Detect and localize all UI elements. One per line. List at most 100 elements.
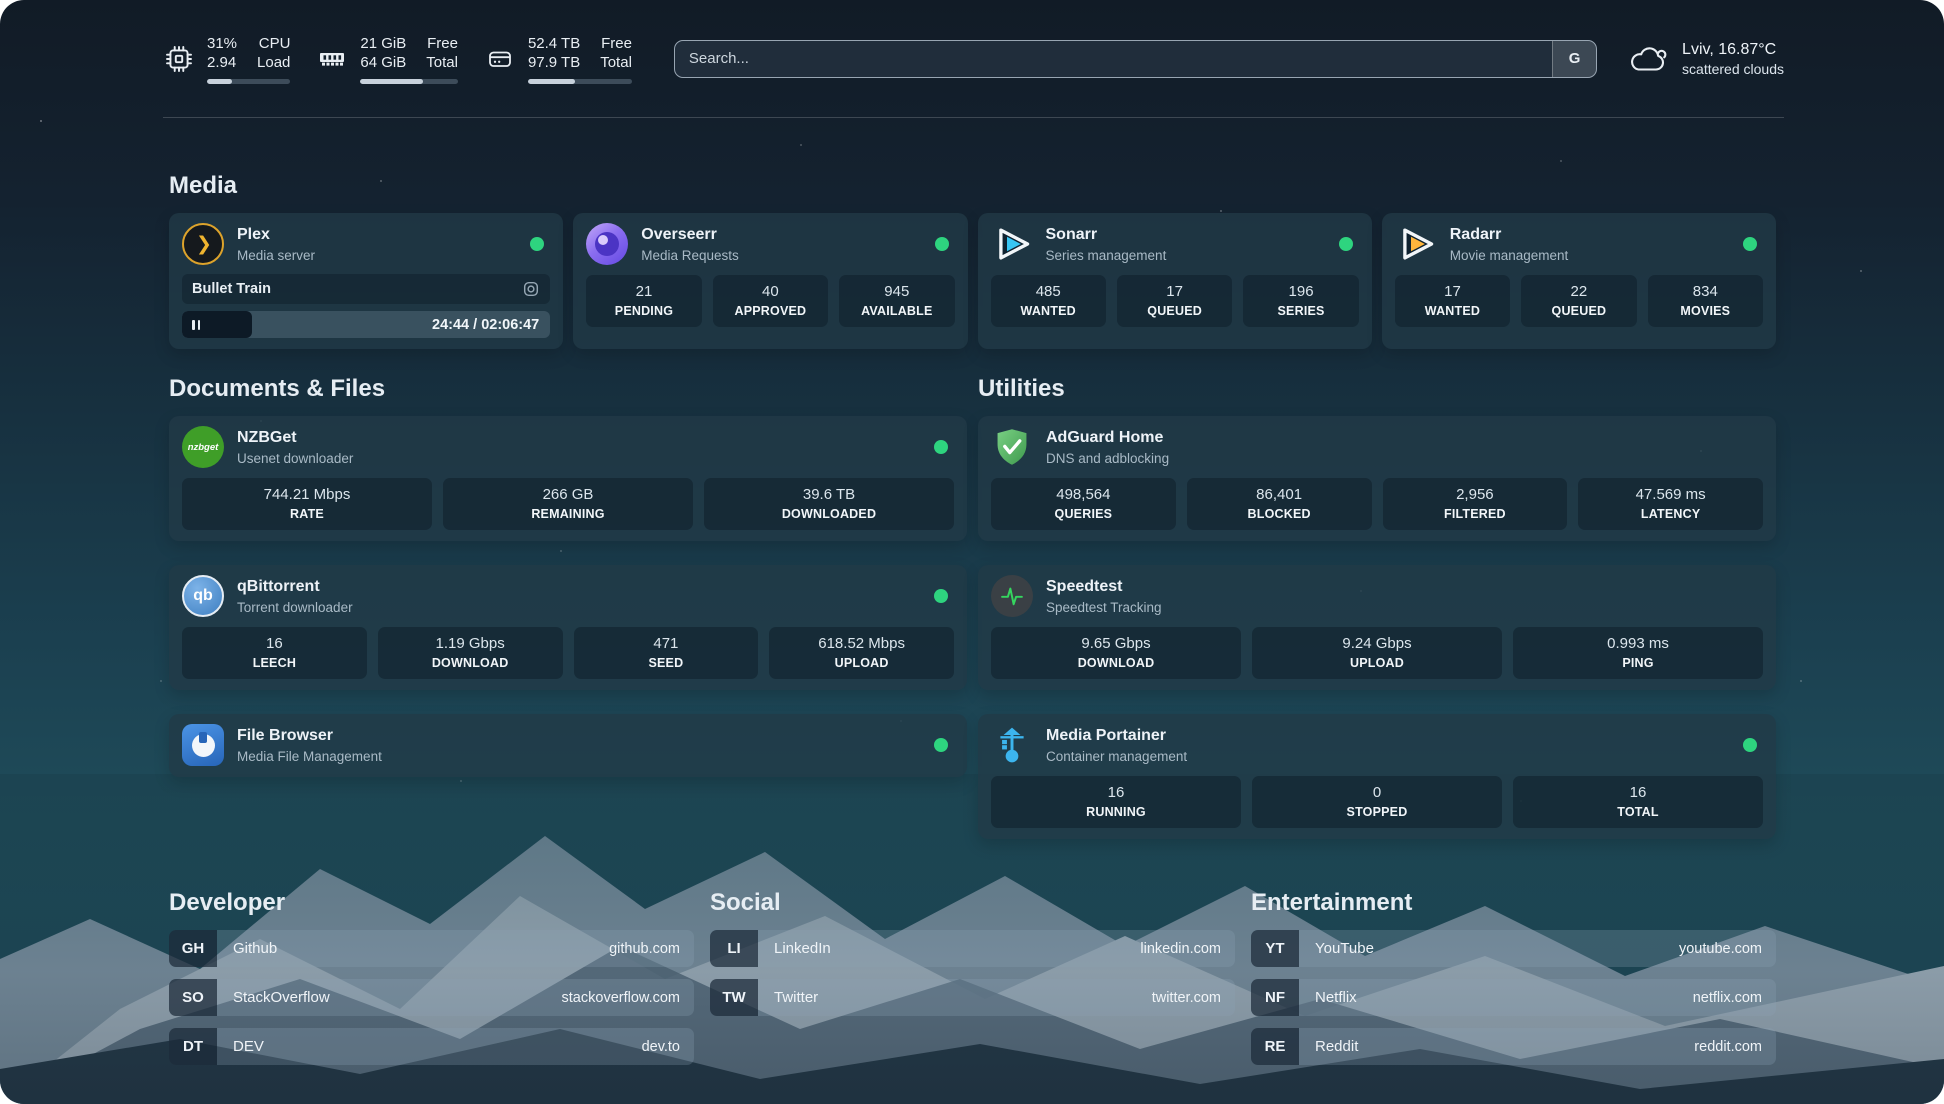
app-description: Media Requests <box>641 247 739 263</box>
now-playing-row: Bullet Train <box>182 274 551 304</box>
ram-icon <box>316 44 348 74</box>
link-abbr: YT <box>1251 930 1299 967</box>
now-playing-title: Bullet Train <box>192 281 271 297</box>
top-bar: 31% 2.94 CPU Load <box>163 0 1784 118</box>
status-online-dot <box>934 589 948 603</box>
speedtest-card[interactable]: Speedtest Speedtest Tracking 9.65 Gbps D… <box>978 565 1776 690</box>
stat-approved: 40 APPROVED <box>712 275 829 327</box>
app-description: Speedtest Tracking <box>1046 599 1162 615</box>
qbittorrent-icon: qb <box>182 575 224 617</box>
cloud-icon <box>1631 46 1667 71</box>
qbittorrent-card[interactable]: qb qBittorrent Torrent downloader 16 <box>169 565 967 690</box>
memory-free-value: 21 GiB <box>360 34 407 52</box>
section-title-utilities: Utilities <box>978 375 1065 402</box>
link-url: twitter.com <box>1151 989 1221 1006</box>
stat-wanted: 485 WANTED <box>990 275 1106 327</box>
stat-latency: 47.569 ms LATENCY <box>1578 478 1763 530</box>
link-twitter[interactable]: TW Twitter twitter.com <box>710 979 1235 1016</box>
search-bar: G <box>673 39 1598 78</box>
overseerr-card[interactable]: Overseerr Media Requests 21 PENDING 40 A… <box>573 213 968 349</box>
stat-stopped: 0 STOPPED <box>1252 776 1502 828</box>
weather-widget: Lviv, 16.87°C scattered clouds <box>1627 40 1784 78</box>
stat-leech: 16 LEECH <box>182 627 367 679</box>
section-title-entertainment: Entertainment <box>1251 889 1413 916</box>
link-url: youtube.com <box>1678 940 1762 957</box>
snow-specks <box>40 120 42 122</box>
app-name: NZBGet <box>237 428 297 446</box>
link-abbr: LI <box>710 930 758 967</box>
link-dev[interactable]: DT DEV dev.to <box>169 1028 694 1065</box>
disk-widget: 52.4 TB 97.9 TB Free Total <box>484 34 632 84</box>
section-title-documents: Documents & Files <box>169 375 386 402</box>
cpu-load-label: Load <box>257 53 291 71</box>
disk-free-value: 52.4 TB <box>527 34 581 52</box>
sonarr-icon <box>991 223 1033 265</box>
section-title-developer: Developer <box>169 889 286 916</box>
cpu-load-value: 2.94 <box>207 53 237 71</box>
app-description: Media File Management <box>237 748 382 764</box>
status-online-dot <box>934 738 948 752</box>
search-engine-button[interactable]: G <box>1552 40 1597 77</box>
weather-condition: scattered clouds <box>1682 60 1784 77</box>
cpu-chip-icon <box>163 44 195 74</box>
status-online-dot <box>934 237 949 251</box>
stat-seed: 471 SEED <box>573 627 759 679</box>
stat-running: 16 RUNNING <box>991 776 1241 828</box>
link-github[interactable]: GH Github github.com <box>169 930 694 967</box>
plex-card[interactable]: ❯ Plex Media server Bullet Train <box>169 213 564 349</box>
app-name: qBittorrent <box>237 577 320 595</box>
weather-location-temp: Lviv, 16.87°C <box>1682 40 1777 58</box>
link-name: Netflix <box>1315 989 1357 1006</box>
app-name: Sonarr <box>1045 225 1098 243</box>
link-reddit[interactable]: RE Reddit reddit.com <box>1251 1028 1776 1065</box>
cpu-usage-value: 31% <box>207 34 238 52</box>
plex-icon: ❯ <box>182 223 224 265</box>
filebrowser-icon <box>182 724 224 766</box>
search-input[interactable] <box>674 40 1553 77</box>
link-netflix[interactable]: NF Netflix netflix.com <box>1251 979 1776 1016</box>
radarr-card[interactable]: Radarr Movie management 17 WANTED 22 QUE… <box>1381 213 1776 349</box>
sonarr-card[interactable]: Sonarr Series management 485 WANTED 17 Q… <box>977 213 1372 349</box>
app-name: Overseerr <box>641 225 717 243</box>
playback-progress-bar[interactable]: 24:44 / 02:06:47 <box>182 311 551 338</box>
stat-rate: 744.21 Mbps RATE <box>182 478 432 530</box>
link-abbr: NF <box>1251 979 1299 1016</box>
link-name: StackOverflow <box>233 989 330 1006</box>
app-description: Movie management <box>1449 247 1569 263</box>
app-description: Usenet downloader <box>237 450 354 466</box>
radarr-icon <box>1395 223 1437 265</box>
cpu-usage-label: CPU <box>258 34 291 52</box>
stat-available: 945 AVAILABLE <box>839 275 955 327</box>
app-name: File Browser <box>237 726 334 744</box>
disk-progress-bar <box>527 78 632 84</box>
link-linkedin[interactable]: LI LinkedIn linkedin.com <box>710 930 1235 967</box>
link-url: reddit.com <box>1694 1038 1762 1055</box>
media-thumbnail-icon <box>524 281 539 297</box>
stat-total: 16 TOTAL <box>1513 776 1763 828</box>
link-name: Github <box>233 940 278 957</box>
link-abbr: DT <box>169 1028 217 1065</box>
speedtest-pulse-icon <box>991 575 1033 617</box>
disk-total-value: 97.9 TB <box>527 53 581 71</box>
stat-download: 1.19 Gbps DOWNLOAD <box>377 627 563 679</box>
link-name: LinkedIn <box>774 940 831 957</box>
nzbget-card[interactable]: nzbget NZBGet Usenet downloader 744.21 M… <box>169 416 967 541</box>
app-description: Series management <box>1045 247 1167 263</box>
adguard-shield-icon <box>991 426 1033 468</box>
stat-series: 196 SERIES <box>1243 275 1359 327</box>
stat-filtered: 2,956 FILTERED <box>1382 478 1568 530</box>
portainer-card[interactable]: Media Portainer Container management 16 … <box>978 714 1776 839</box>
cpu-progress-bar <box>207 78 291 84</box>
app-name: AdGuard Home <box>1046 428 1164 446</box>
adguard-card[interactable]: AdGuard Home DNS and adblocking 498,564 … <box>978 416 1776 541</box>
app-name: Plex <box>237 225 270 243</box>
disk-free-label: Free <box>601 34 632 52</box>
status-online-dot <box>934 440 948 454</box>
cpu-widget: 31% 2.94 CPU Load <box>163 34 291 84</box>
link-stackoverflow[interactable]: SO StackOverflow stackoverflow.com <box>169 979 694 1016</box>
portainer-crane-icon <box>991 724 1033 766</box>
memory-widget: 21 GiB 64 GiB Free Total <box>316 34 458 84</box>
link-youtube[interactable]: YT YouTube youtube.com <box>1251 930 1776 967</box>
filebrowser-card[interactable]: File Browser Media File Management <box>169 714 967 777</box>
